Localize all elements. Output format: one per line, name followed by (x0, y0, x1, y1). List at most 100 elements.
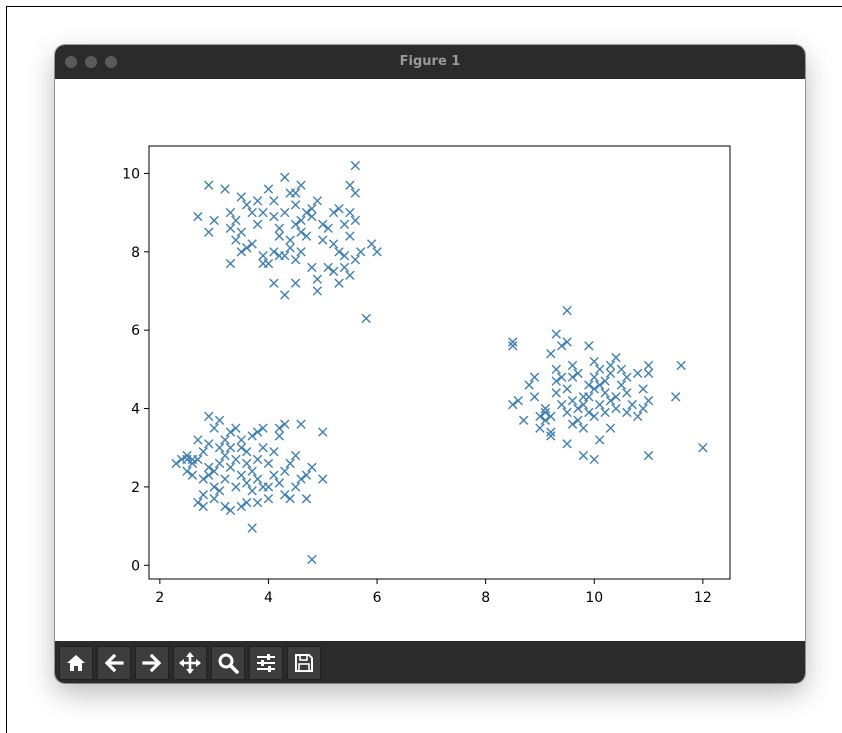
data-point (225, 207, 236, 218)
data-point (258, 207, 268, 218)
data-point (209, 466, 219, 476)
data-point (263, 458, 274, 469)
back-button[interactable] (97, 646, 131, 680)
data-point (225, 223, 236, 233)
data-point (296, 180, 306, 190)
data-point (584, 380, 594, 390)
y-tick-label: 2 (131, 480, 140, 496)
data-point (307, 211, 317, 222)
data-point (263, 482, 274, 492)
data-point (535, 423, 545, 433)
data-point (589, 384, 599, 394)
data-point (290, 188, 301, 198)
data-point (296, 474, 306, 484)
figure-window: Figure 1 2 4 6 8 10 12 0 2 4 6 8 10 (55, 45, 805, 683)
maximize-window-button[interactable] (105, 56, 117, 68)
data-point (236, 227, 247, 237)
navigation-toolbar (55, 641, 805, 683)
data-point (556, 399, 567, 410)
data-point (334, 204, 344, 214)
pan-button[interactable] (173, 646, 207, 680)
data-point (611, 352, 621, 363)
data-point (529, 392, 540, 402)
data-point (616, 364, 627, 375)
data-point (366, 239, 377, 249)
data-point (594, 435, 605, 445)
title-bar[interactable]: Figure 1 (55, 45, 805, 79)
data-point (252, 474, 263, 484)
configure-subplots-button[interactable] (249, 646, 283, 680)
data-point (529, 372, 540, 382)
close-window-button[interactable] (65, 56, 77, 68)
data-point (307, 462, 317, 473)
data-point (171, 458, 181, 469)
data-point (269, 446, 279, 457)
data-point (312, 286, 323, 296)
data-point (307, 554, 317, 565)
data-point (231, 482, 241, 492)
data-point (605, 423, 616, 433)
minimize-window-button[interactable] (85, 56, 97, 68)
data-point (247, 486, 257, 496)
data-point (198, 490, 208, 500)
data-point (225, 462, 236, 473)
sliders-icon (257, 654, 275, 672)
data-point (323, 262, 333, 273)
data-point (345, 270, 355, 281)
data-point (361, 313, 371, 324)
data-point (247, 207, 257, 218)
zoom-button[interactable] (211, 646, 245, 680)
data-point (307, 262, 317, 273)
data-point (290, 254, 301, 265)
data-point (258, 443, 268, 453)
figure-canvas[interactable]: 2 4 6 8 10 12 0 2 4 6 8 10 (55, 79, 805, 641)
data-point (611, 392, 621, 402)
data-point (556, 341, 567, 351)
data-point (540, 415, 551, 425)
data-point (546, 411, 556, 422)
data-point (252, 219, 263, 230)
data-point (242, 446, 252, 457)
data-point (556, 372, 567, 382)
data-point (247, 523, 257, 533)
data-point (622, 407, 632, 418)
data-point (589, 454, 599, 465)
data-point (562, 439, 572, 449)
data-point (339, 262, 350, 273)
data-point (518, 415, 529, 425)
data-point (508, 337, 518, 347)
data-point (290, 200, 301, 210)
data-point (562, 337, 572, 347)
data-point (318, 427, 328, 437)
data-point (220, 450, 230, 461)
data-point (242, 478, 252, 488)
data-point (252, 427, 263, 437)
forward-button[interactable] (135, 646, 169, 680)
data-point (638, 384, 648, 394)
data-point (632, 368, 643, 378)
data-point (589, 356, 599, 367)
back-arrow-icon (104, 653, 124, 673)
data-point (231, 235, 241, 245)
data-point (605, 368, 616, 378)
data-point (269, 211, 279, 222)
data-point (328, 266, 339, 277)
data-point (632, 411, 643, 422)
home-button[interactable] (59, 646, 93, 680)
data-point (301, 470, 312, 480)
data-point (584, 407, 594, 418)
data-point (622, 372, 632, 382)
y-tick-label: 0 (131, 558, 140, 574)
data-point (350, 188, 361, 198)
data-point (220, 501, 230, 512)
save-button[interactable] (287, 646, 321, 680)
data-point (334, 247, 344, 257)
x-tick-label: 8 (481, 590, 490, 606)
data-point (214, 443, 225, 453)
data-point (280, 290, 290, 300)
data-point (280, 251, 290, 261)
data-point (285, 243, 295, 253)
data-point (594, 399, 605, 410)
data-point (280, 207, 290, 218)
